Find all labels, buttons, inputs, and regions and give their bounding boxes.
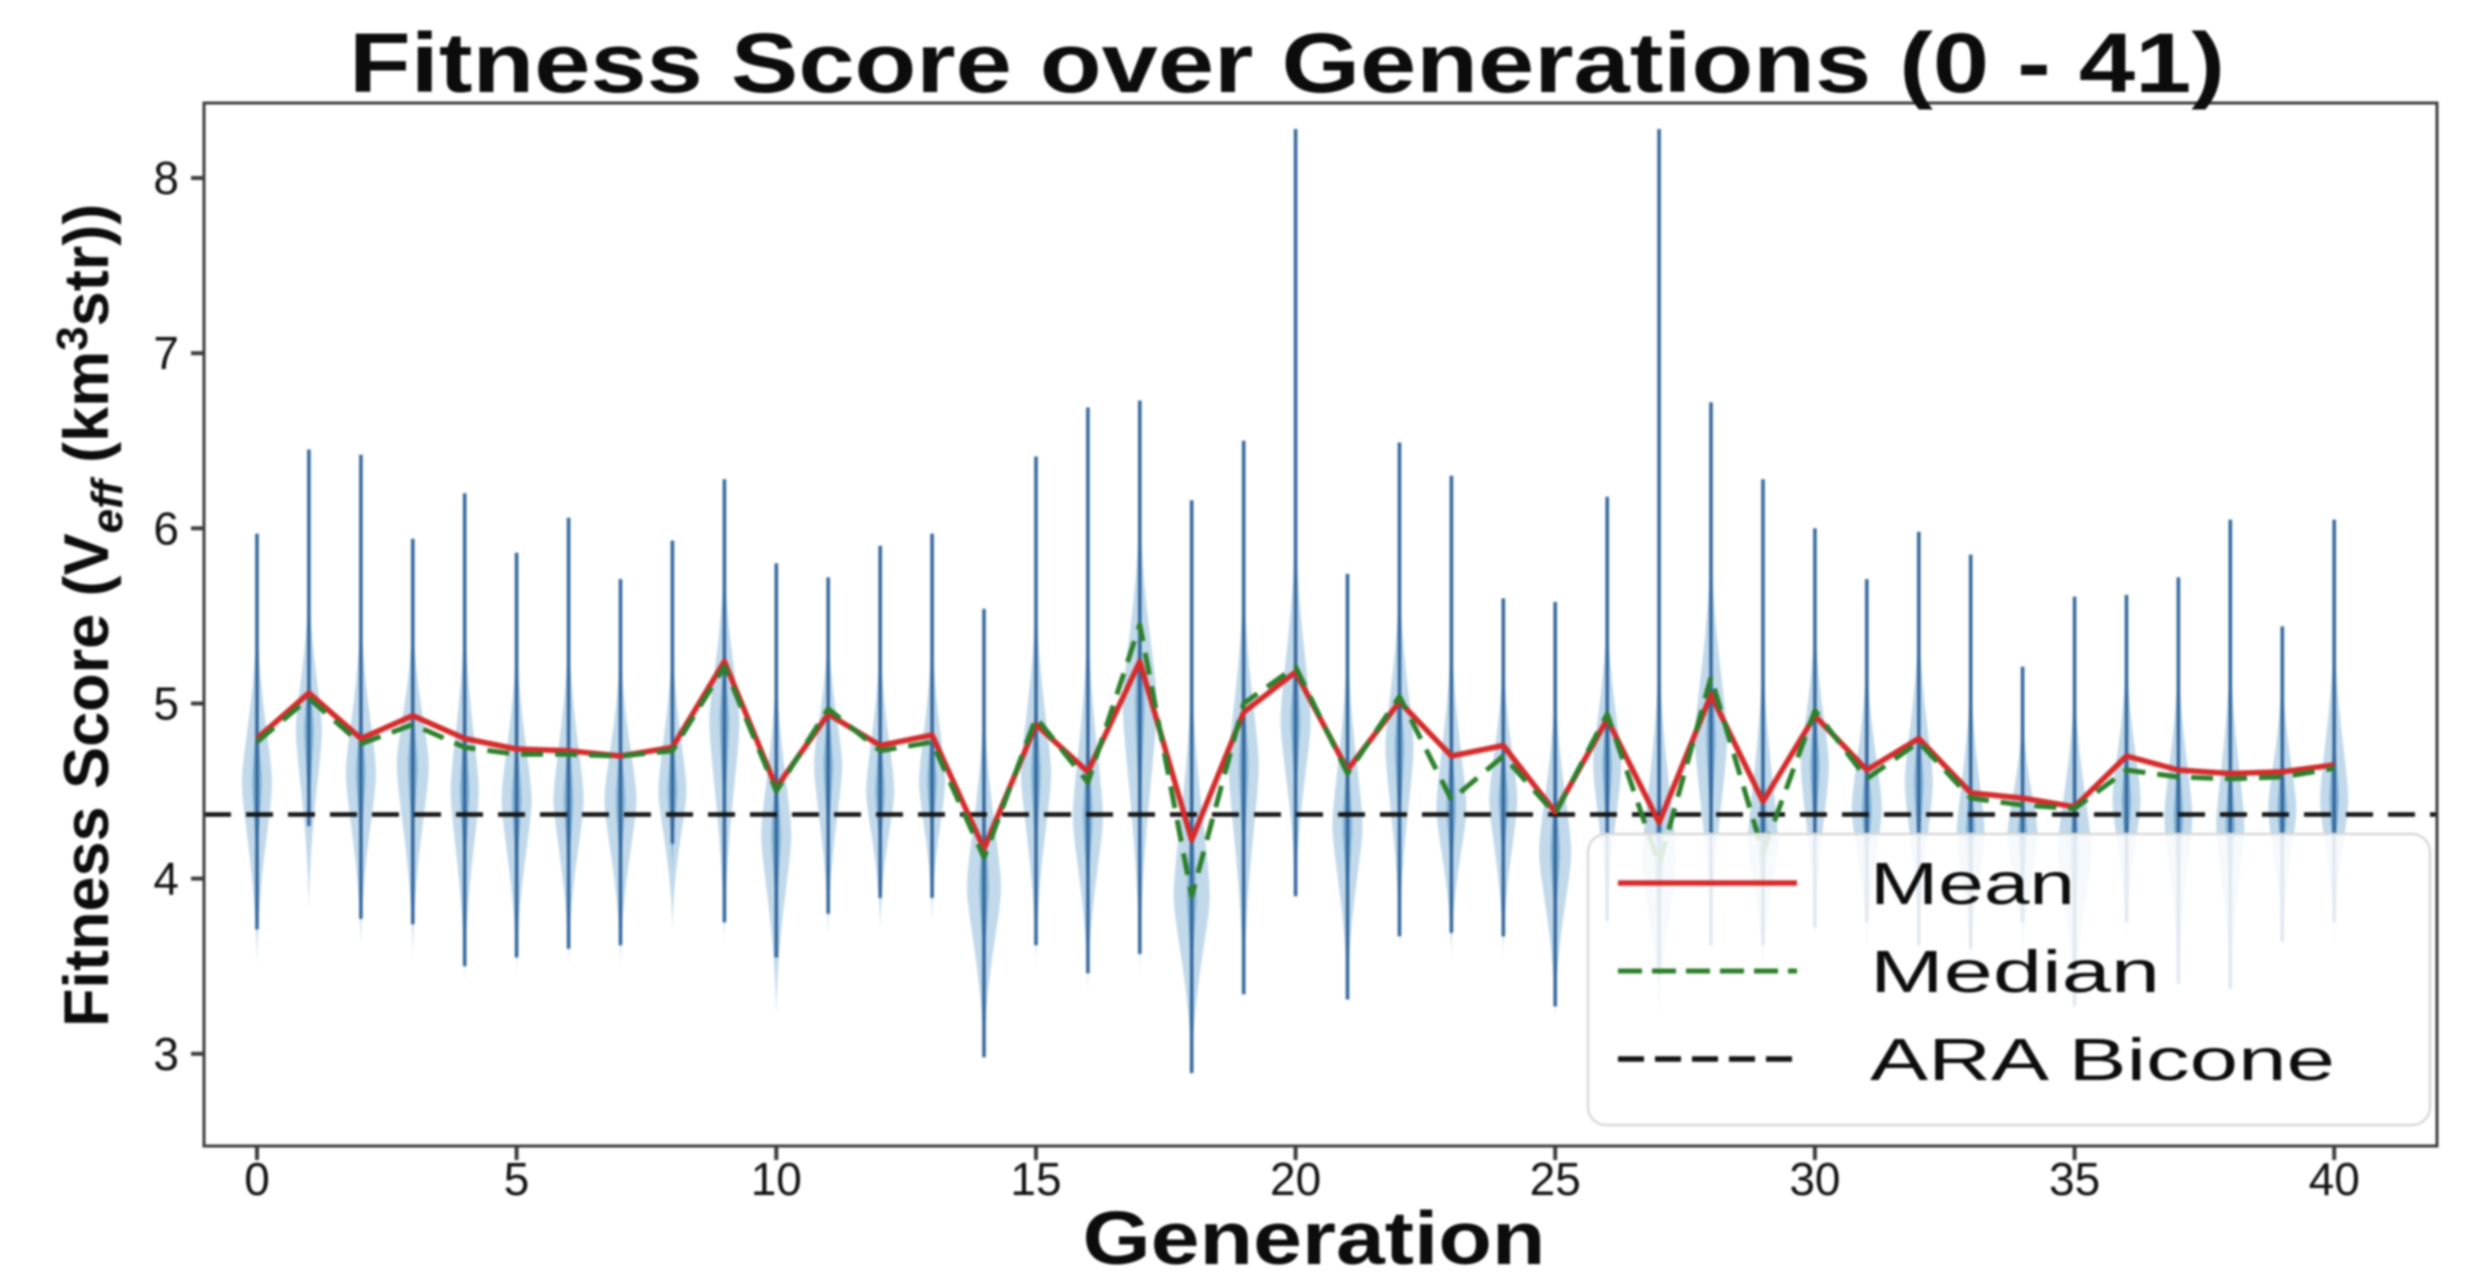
svg-text:8: 8 (153, 152, 179, 204)
svg-text:5: 5 (504, 1153, 530, 1205)
svg-text:Median: Median (1870, 939, 2160, 1005)
svg-text:40: 40 (2309, 1153, 2360, 1205)
svg-text:10: 10 (751, 1153, 802, 1205)
svg-text:20: 20 (1270, 1153, 1321, 1205)
svg-text:4: 4 (153, 853, 179, 905)
svg-text:0: 0 (244, 1153, 270, 1205)
svg-text:7: 7 (153, 327, 179, 379)
svg-text:Fitness Score (Veff (km3str)): Fitness Score (Veff (km3str)) (48, 204, 132, 1027)
svg-text:25: 25 (1530, 1153, 1581, 1205)
svg-text:3: 3 (153, 1028, 179, 1080)
svg-text:Mean: Mean (1870, 851, 2075, 917)
svg-text:5: 5 (153, 678, 179, 730)
svg-text:30: 30 (1789, 1153, 1840, 1205)
svg-text:35: 35 (2049, 1153, 2100, 1205)
svg-text:6: 6 (153, 502, 179, 554)
svg-text:Fitness Score over Generations: Fitness Score over Generations (0 - 41) (349, 16, 2225, 110)
svg-text:15: 15 (1010, 1153, 1061, 1205)
svg-text:ARA Bicone: ARA Bicone (1870, 1027, 2335, 1093)
svg-text:Generation: Generation (1083, 1196, 1546, 1278)
